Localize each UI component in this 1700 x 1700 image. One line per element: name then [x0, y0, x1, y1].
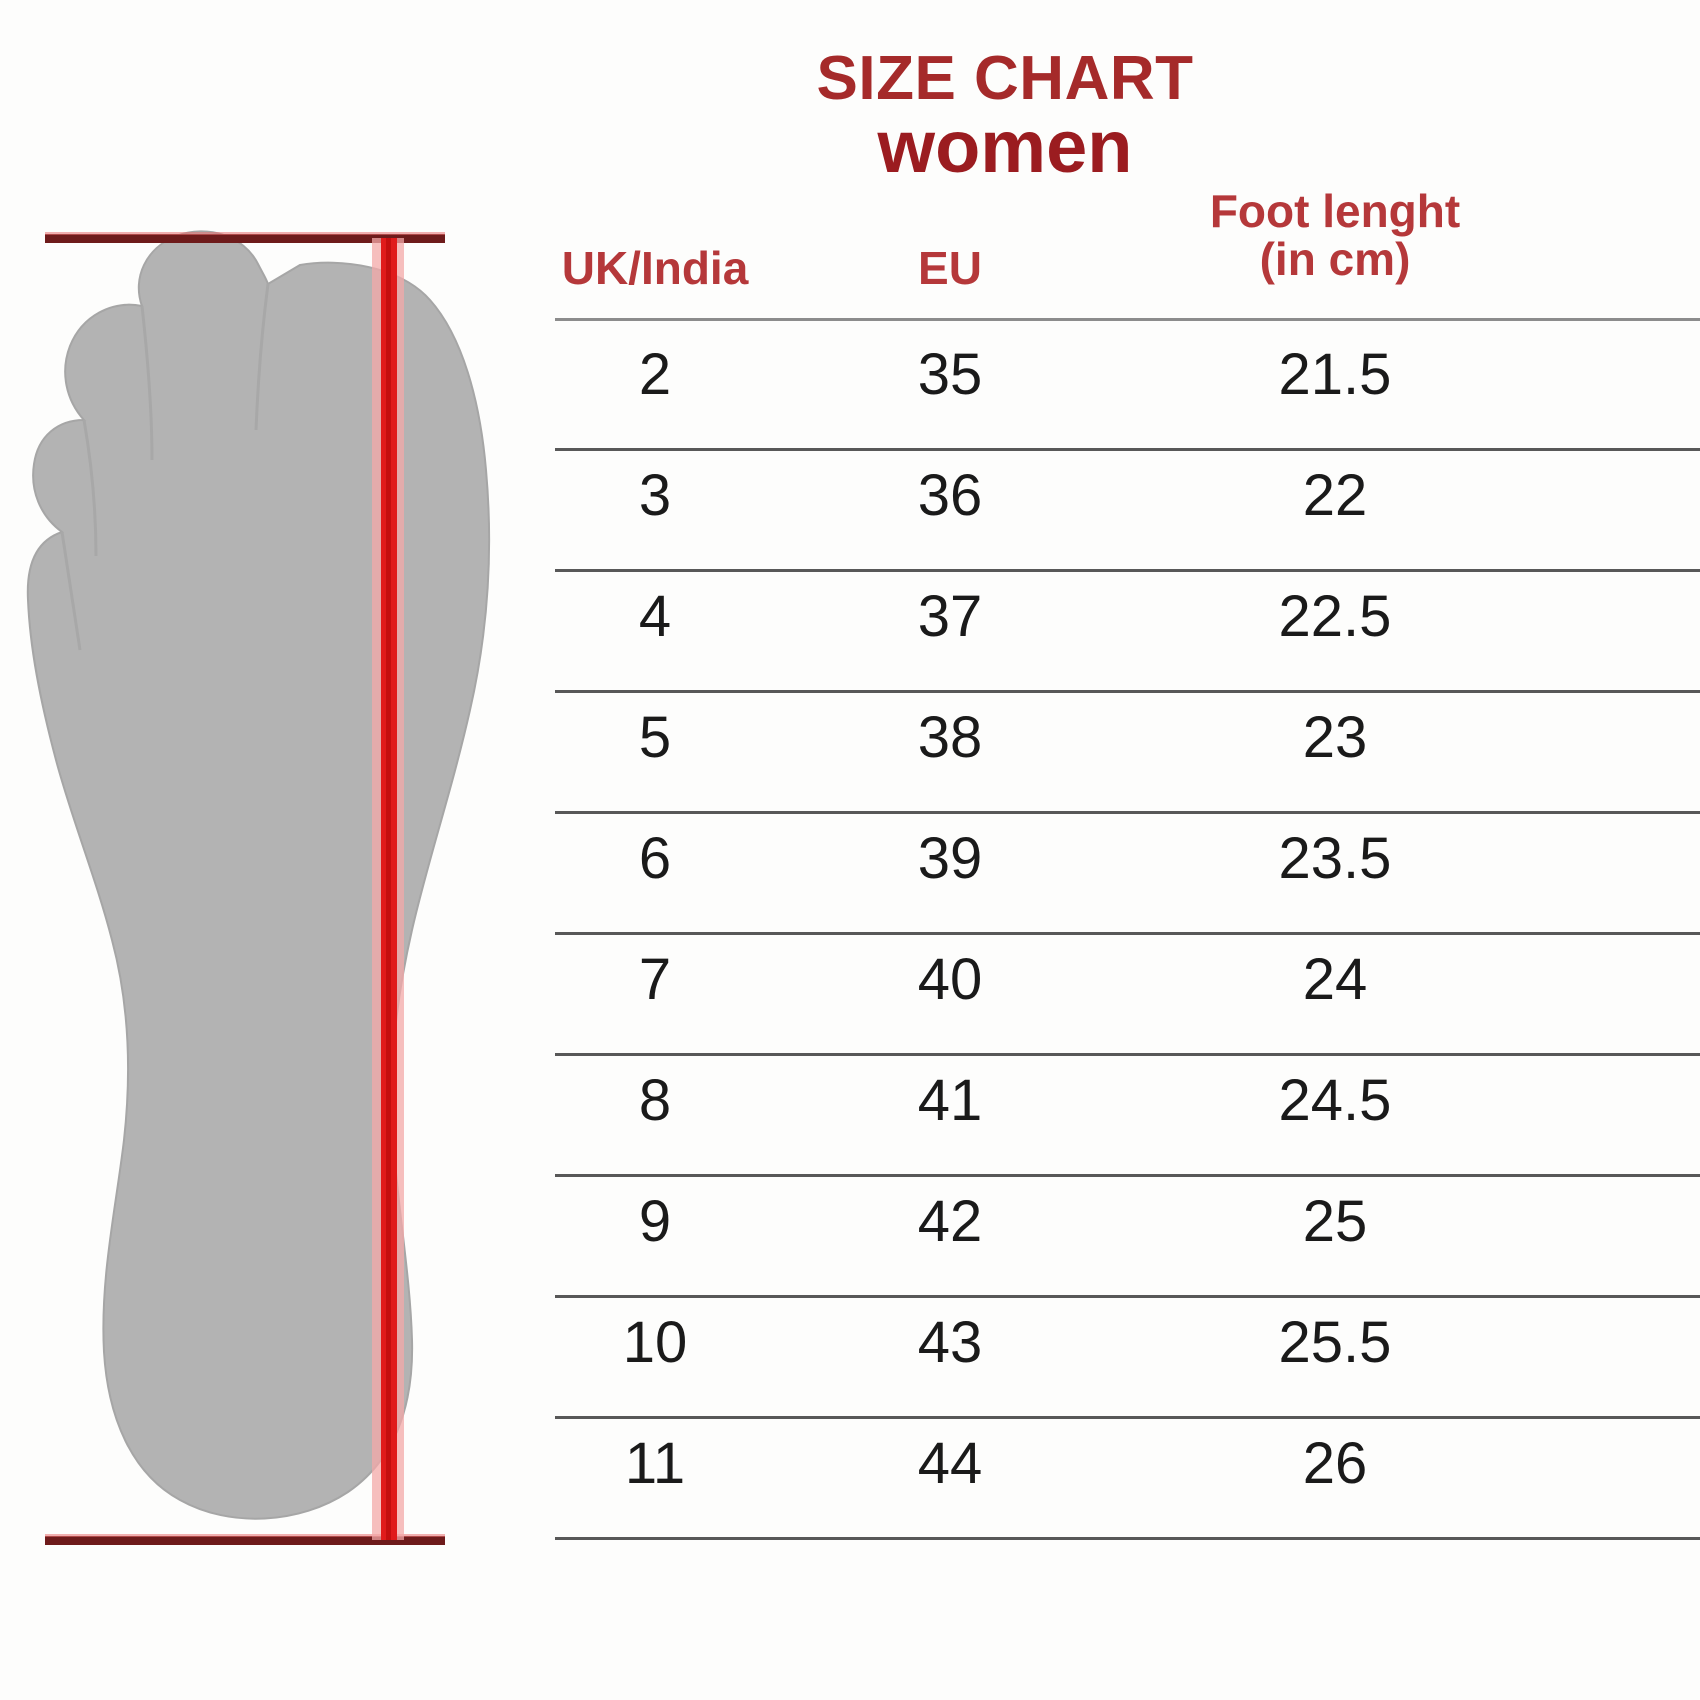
cell-uk-india: 8 [638, 1068, 672, 1133]
cell-foot-length: 22 [1302, 463, 1368, 528]
cell-eu: 41 [917, 1068, 983, 1133]
row-divider [555, 1416, 1700, 1419]
table-row: 9 42 25 [555, 1177, 1700, 1298]
cell-eu: 39 [917, 826, 983, 891]
chart-subtitle: women [877, 105, 1133, 188]
table-row: 3 36 22 [555, 451, 1700, 572]
toe-seam-3 [82, 419, 98, 557]
cell-foot-length: 24.5 [1278, 1068, 1392, 1133]
table-row: 6 39 23.5 [555, 814, 1700, 935]
cell-uk-india: 6 [638, 826, 672, 891]
cell-foot-length: 23 [1302, 705, 1368, 770]
cell-foot-length: 26 [1302, 1431, 1368, 1496]
row-divider [555, 1537, 1700, 1540]
heel-measurement-line [45, 1534, 445, 1545]
foot-outline-path [26, 230, 491, 1520]
column-header-foot-length: Foot lenght (in cm) [1120, 185, 1550, 285]
row-divider [555, 932, 1700, 935]
cell-foot-length: 22.5 [1278, 584, 1392, 649]
row-divider [555, 569, 1700, 572]
toe-seam-4 [60, 531, 82, 651]
foot-silhouette [26, 230, 491, 1520]
cell-uk-india: 5 [638, 705, 672, 770]
table-row: 2 35 21.5 [555, 330, 1700, 451]
cell-eu: 36 [917, 463, 983, 528]
foot-length-measure-line [372, 238, 404, 1540]
table-row: 10 43 25.5 [555, 1298, 1700, 1419]
toe-measurement-line [45, 232, 445, 243]
row-divider [555, 1295, 1700, 1298]
column-header-foot-length-line2: (in cm) [1259, 232, 1411, 285]
cell-uk-india: 2 [638, 342, 672, 407]
cell-foot-length: 24 [1302, 947, 1368, 1012]
table-row: 4 37 22.5 [555, 572, 1700, 693]
row-divider [555, 448, 1700, 451]
table-row: 5 38 23 [555, 693, 1700, 814]
row-divider [555, 690, 1700, 693]
column-header-uk-india: UK/India [561, 242, 749, 294]
cell-foot-length: 21.5 [1278, 342, 1392, 407]
cell-eu: 43 [917, 1310, 983, 1375]
cell-eu: 35 [917, 342, 983, 407]
toe-seam-1 [254, 283, 270, 431]
cell-eu: 38 [917, 705, 983, 770]
table-row: 11 44 26 [555, 1419, 1700, 1540]
cell-uk-india: 4 [638, 584, 672, 649]
column-header-foot-length-line1: Foot lenght [1209, 185, 1461, 237]
cell-uk-india: 7 [638, 947, 672, 1012]
cell-eu: 44 [917, 1431, 983, 1496]
header-divider [555, 318, 1700, 321]
row-divider [555, 811, 1700, 814]
cell-foot-length: 23.5 [1278, 826, 1392, 891]
row-divider [555, 1174, 1700, 1177]
foot-diagram [0, 0, 520, 1700]
cell-foot-length: 25.5 [1278, 1310, 1392, 1375]
cell-uk-india: 11 [624, 1431, 686, 1496]
cell-eu: 42 [917, 1189, 983, 1254]
row-divider [555, 1053, 1700, 1056]
table-row: 8 41 24.5 [555, 1056, 1700, 1177]
cell-foot-length: 25 [1302, 1189, 1368, 1254]
cell-eu: 37 [917, 584, 983, 649]
column-header-eu: EU [918, 242, 982, 294]
chart-title: SIZE CHART [816, 44, 1194, 113]
toe-seam-2 [140, 305, 154, 461]
table-row: 7 40 24 [555, 935, 1700, 1056]
cell-uk-india: 3 [638, 463, 672, 528]
cell-uk-india: 9 [638, 1189, 672, 1254]
cell-eu: 40 [917, 947, 983, 1012]
cell-uk-india: 10 [622, 1310, 688, 1375]
size-table: SIZE CHART women UK/India EU Foot lenght… [500, 0, 1700, 1700]
